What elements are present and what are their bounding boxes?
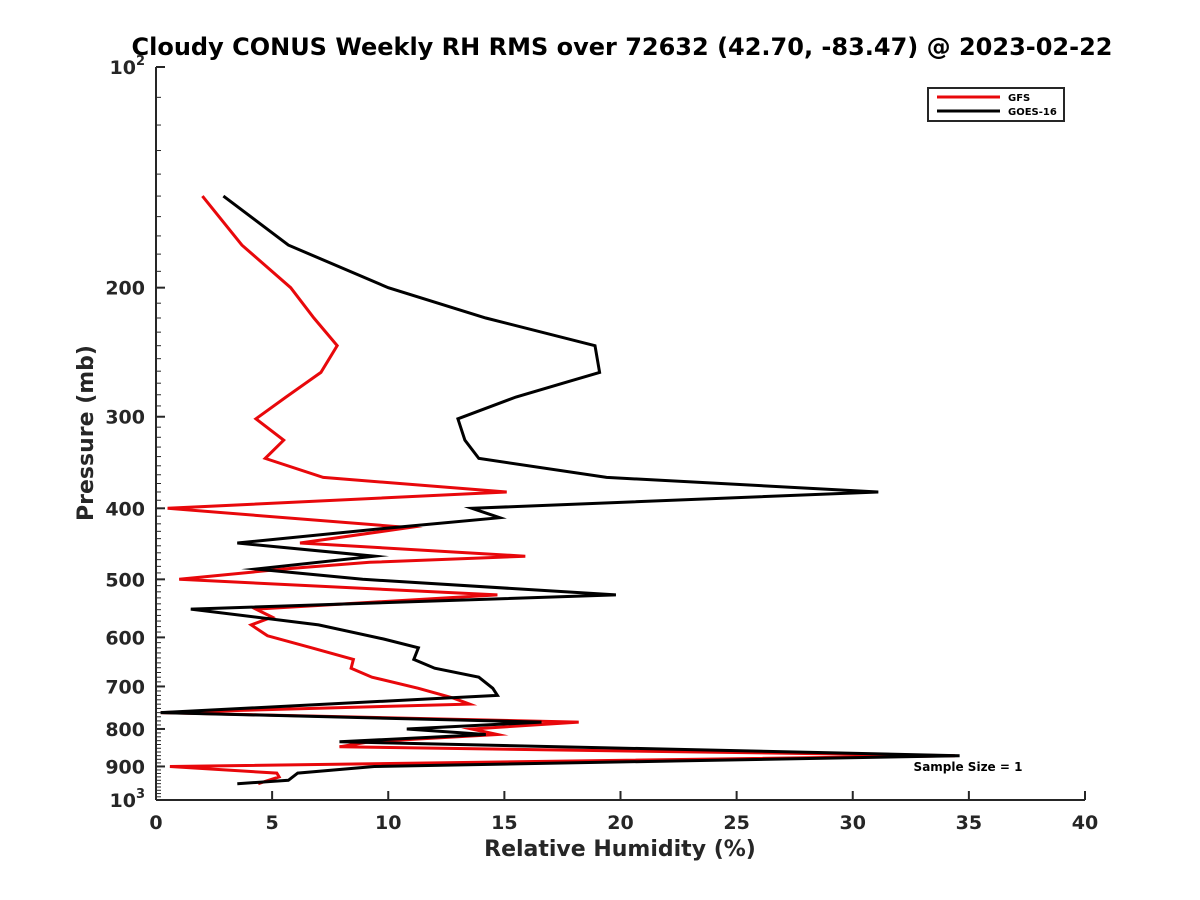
x-tick-label: 25 [723,812,749,834]
chart-title: Cloudy CONUS Weekly RH RMS over 72632 (4… [132,33,1113,61]
x-tick-label: 10 [375,812,401,834]
y-tick-label: 300 [105,407,145,429]
y-tick-label: 600 [105,627,145,649]
y-tick-label: 102 [110,54,146,79]
y-tick-label: 800 [105,719,145,741]
series-layer [160,194,960,786]
legend-label: GFS [1008,93,1030,104]
y-tick-label: 200 [105,278,145,300]
axes-layer: 0 5 10 15 20 25 30 35 40 102 200 300 400 500 600 700 800… [105,54,1098,834]
y-tick-label: 500 [105,569,145,591]
legend-label: GOES-16 [1008,107,1057,118]
x-tick-label: 15 [491,812,517,834]
y-tick-label: 900 [105,756,145,778]
legend: GFS GOES-16 [927,87,1065,122]
x-tick-label: 35 [956,812,982,834]
legend-box [927,87,1065,122]
x-tick-label: 5 [266,812,279,834]
y-tick-label: 103 [110,787,146,812]
series-line-goes-16 [160,194,960,786]
sample-size-annotation: Sample Size = 1 [914,760,1023,774]
y-axis-label: Pressure (mb) [74,345,99,521]
x-tick-label: 40 [1072,812,1098,834]
x-axis-label: Relative Humidity (%) [484,837,756,862]
y-tick-label: 400 [105,498,145,520]
x-tick-label: 0 [149,812,162,834]
y-tick-label: 700 [105,676,145,698]
x-tick-label: 30 [840,812,866,834]
x-tick-label: 20 [607,812,633,834]
